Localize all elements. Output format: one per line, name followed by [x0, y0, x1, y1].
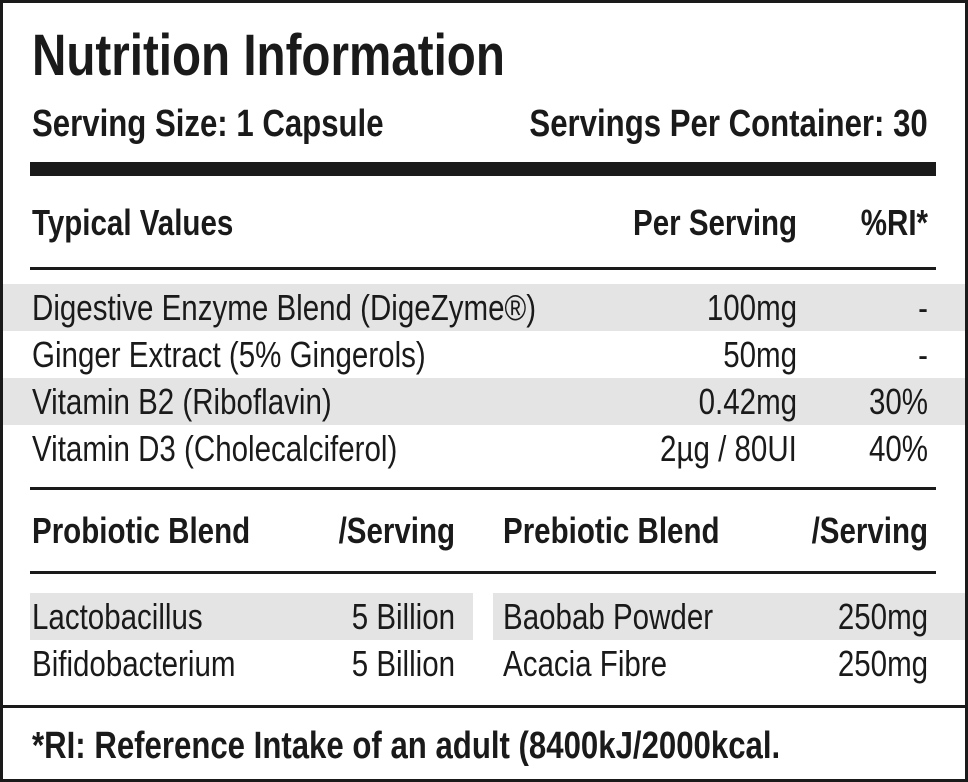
row-shade [493, 593, 965, 640]
row-shade [3, 378, 965, 425]
per-serving: 100mg [706, 287, 797, 328]
prebiotic-name: Acacia Fibre [503, 643, 668, 684]
header: %RI* [860, 202, 928, 243]
nutrient-name: Vitamin B2 (Riboflavin) [32, 381, 332, 422]
row-shade [30, 593, 473, 640]
header: Probiotic Blend [32, 510, 251, 551]
ri-percent: - [918, 334, 928, 375]
row-shade [3, 284, 965, 331]
nutrient-name: Digestive Enzyme Blend (DigeZyme®) [32, 287, 537, 328]
rule [3, 705, 965, 708]
prebiotic-name: Baobab Powder [503, 596, 714, 637]
header: /Serving [338, 510, 455, 551]
servings-per-container: Servings Per Container: 30 [529, 103, 928, 145]
probiotic-name: Bifidobacterium [32, 643, 236, 684]
ri-percent: - [918, 287, 928, 328]
title: Nutrition Information [32, 23, 505, 88]
per-serving: 0.42mg [698, 381, 797, 422]
header: /Serving [811, 510, 928, 551]
nutrient-name: Ginger Extract (5% Gingerols) [32, 334, 426, 375]
header: Typical Values [32, 202, 234, 243]
thick-rule [30, 162, 936, 176]
rule [30, 267, 936, 270]
per-serving: 50mg [723, 334, 797, 375]
nutrient-name: Vitamin D3 (Cholecalciferol) [32, 428, 398, 469]
probiotic-amount: 5 Billion [351, 643, 455, 684]
ri-percent: 40% [868, 428, 928, 469]
prebiotic-amount: 250mg [837, 643, 928, 684]
per-serving: 2µg / 80UI [660, 428, 797, 469]
header: Prebiotic Blend [503, 510, 720, 551]
rule [30, 571, 936, 574]
header: Per Serving [632, 202, 797, 243]
probiotic-name: Lactobacillus [32, 596, 203, 637]
serving-size: Serving Size: 1 Capsule [32, 103, 384, 145]
prebiotic-amount: 250mg [837, 596, 928, 637]
probiotic-amount: 5 Billion [351, 596, 455, 637]
rule [30, 487, 936, 490]
footnote: *RI: Reference Intake of an adult (8400k… [32, 725, 781, 767]
ri-percent: 30% [868, 381, 928, 422]
